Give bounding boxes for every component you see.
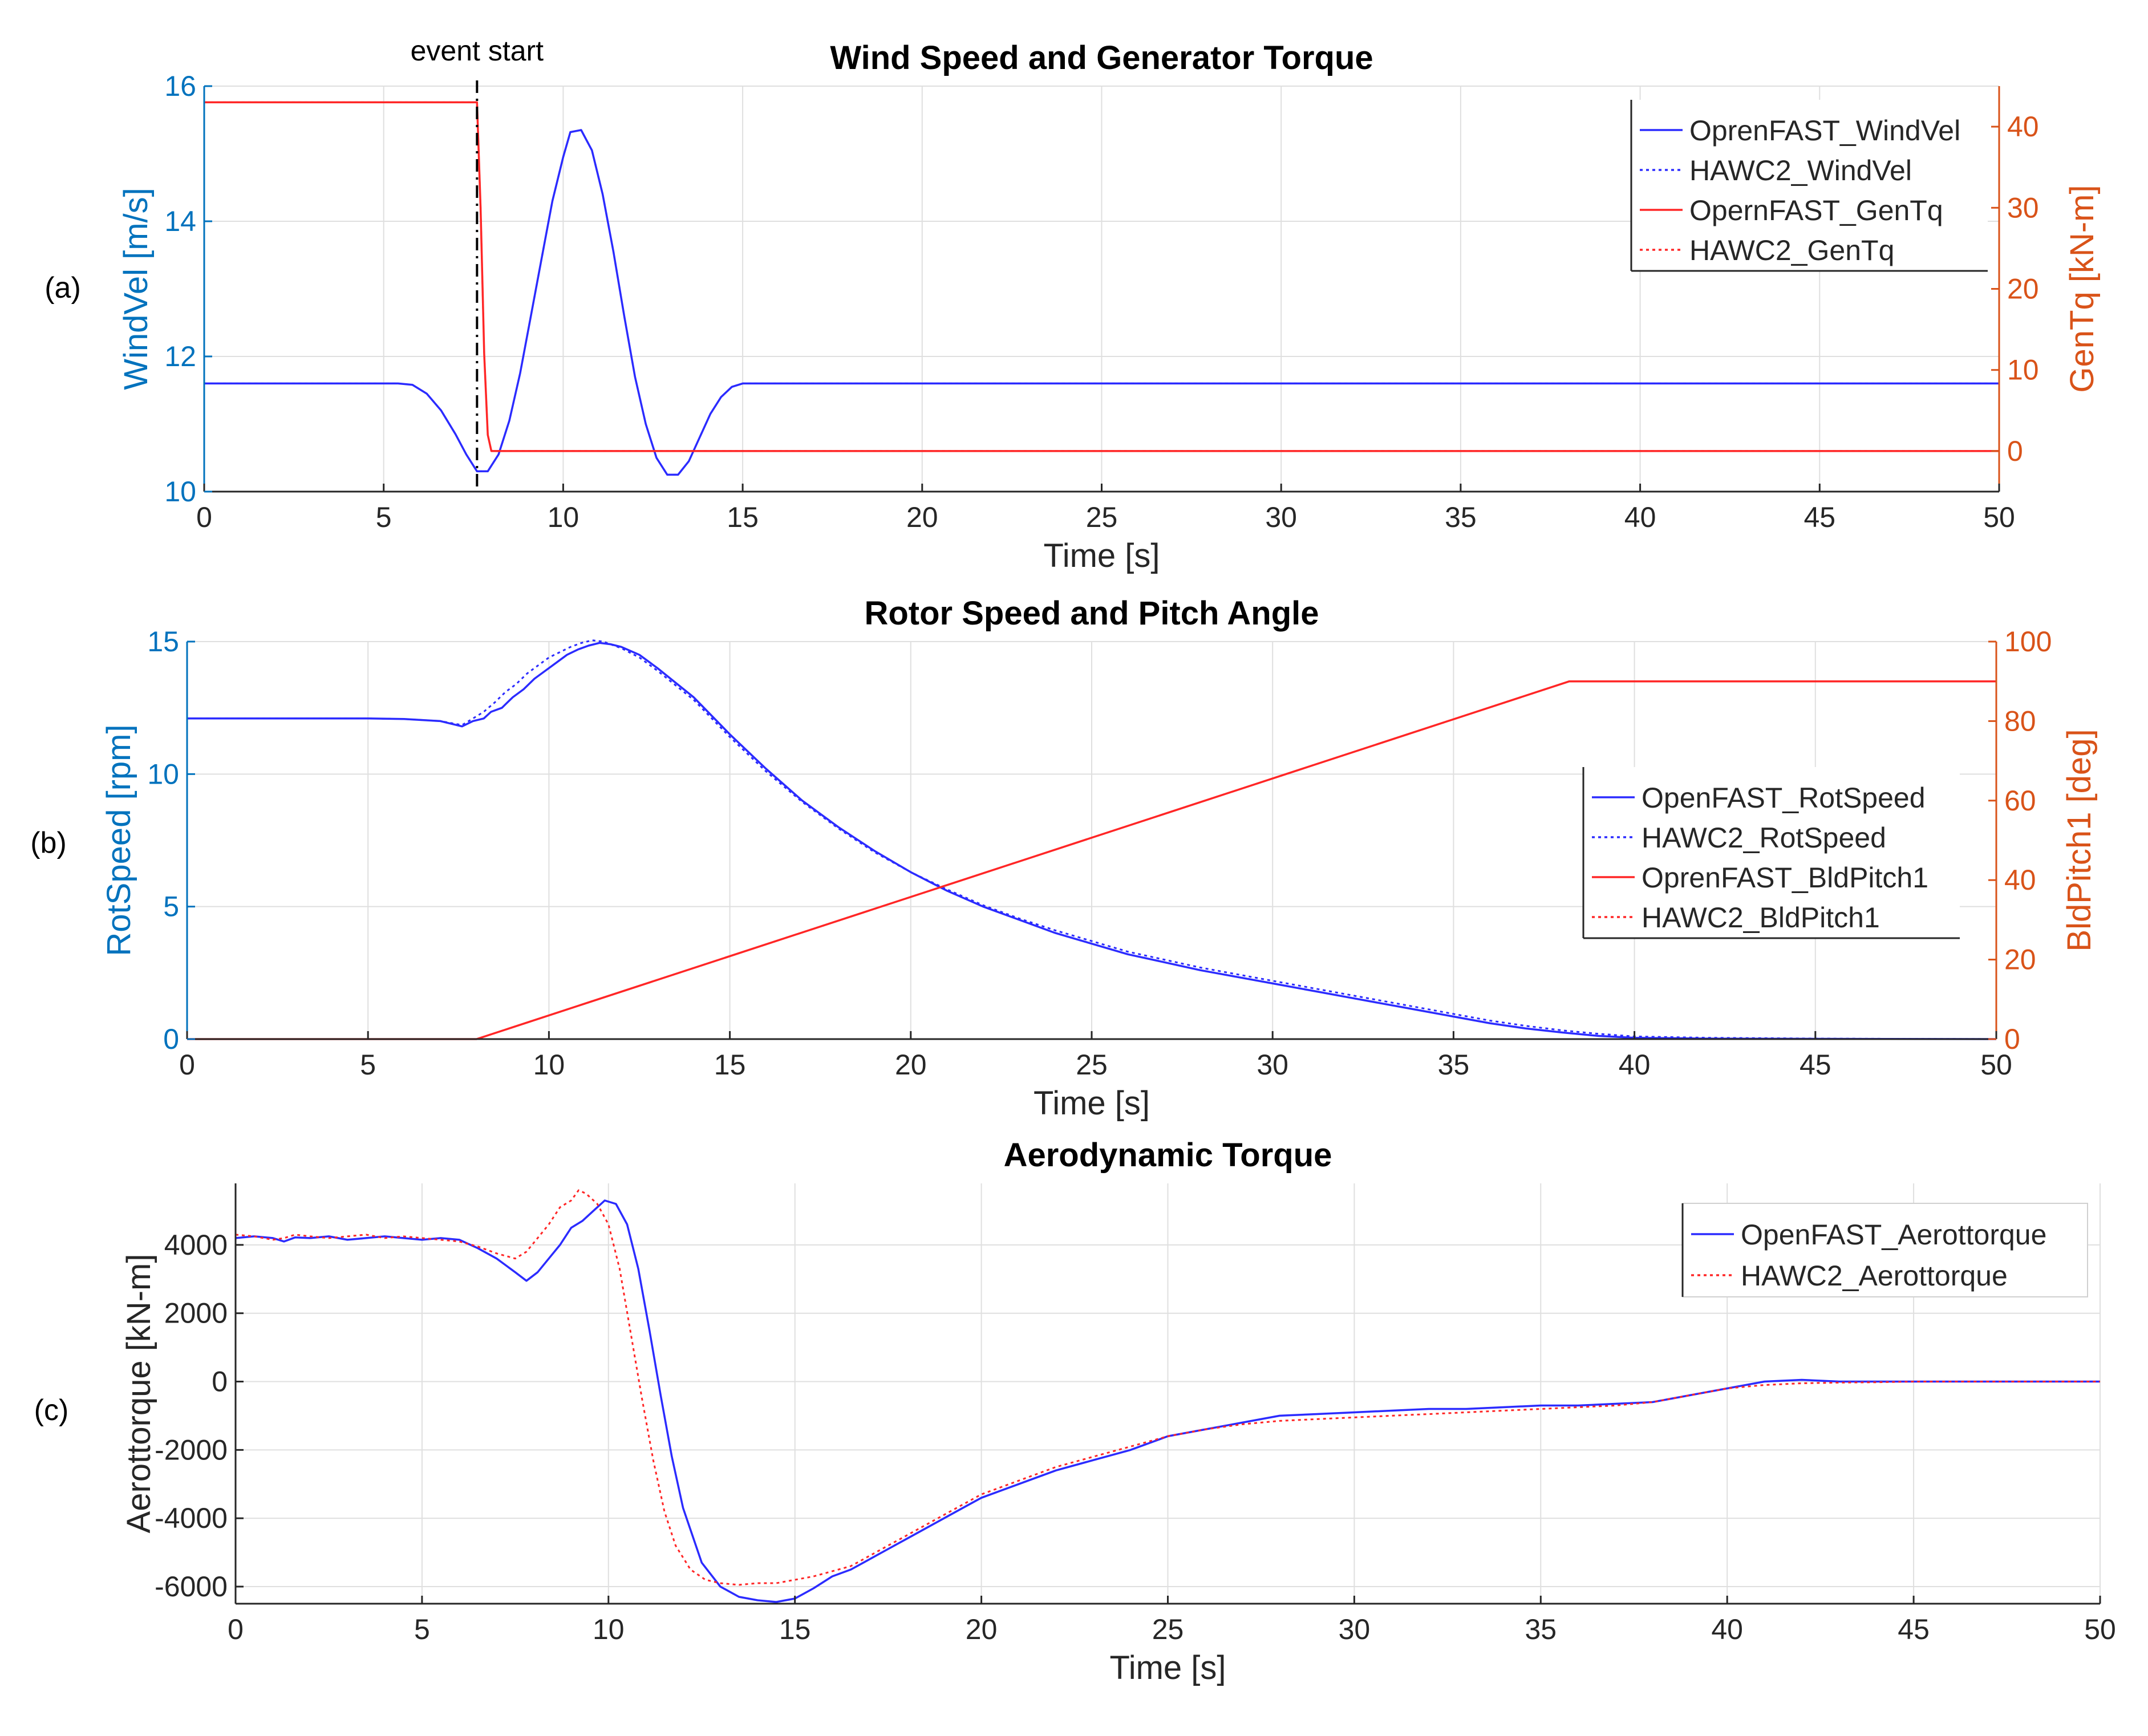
x-tick-label: 35 bbox=[1438, 1049, 1470, 1081]
y-tick-right-label: 10 bbox=[2007, 354, 2039, 386]
panel-label: (b) bbox=[30, 826, 67, 859]
x-tick-label: 20 bbox=[906, 501, 938, 533]
x-tick-label: 40 bbox=[1619, 1049, 1651, 1081]
y-tick-label: 12 bbox=[164, 340, 196, 372]
x-tick-label: 15 bbox=[714, 1049, 746, 1081]
chart-title: Wind Speed and Generator Torque bbox=[830, 39, 1373, 76]
y-tick-right-label: 40 bbox=[2004, 864, 2036, 896]
x-tick-label: 10 bbox=[548, 501, 579, 533]
x-tick-label: 40 bbox=[1711, 1613, 1743, 1645]
x-tick-label: 0 bbox=[196, 501, 212, 533]
x-tick-label: 45 bbox=[1898, 1613, 1930, 1645]
x-tick-label: 0 bbox=[228, 1613, 244, 1645]
legend-entry-HAWC2_GenTq: HAWC2_GenTq bbox=[1689, 234, 1894, 266]
y-tick-label: 4000 bbox=[164, 1229, 228, 1261]
y-axis-right-label: BldPitch1 [deg] bbox=[2061, 729, 2098, 951]
x-tick-label: 50 bbox=[2084, 1613, 2116, 1645]
x-tick-label: 25 bbox=[1076, 1049, 1108, 1081]
legend-box bbox=[1631, 100, 1988, 271]
y-tick-label: 14 bbox=[164, 205, 196, 237]
chart-panel-1: event start 0 5 10 15 20 25 30 35 40 45 50 10 12 14 16 0… bbox=[44, 35, 2101, 574]
legend-box bbox=[1682, 1203, 2088, 1297]
y-tick-label: 10 bbox=[164, 476, 196, 508]
legend-entry-OpenFAST_Aerottorque: OpenFAST_Aerottorque bbox=[1741, 1219, 2046, 1251]
x-tick-label: 20 bbox=[895, 1049, 927, 1081]
x-axis-label: Time [s] bbox=[1109, 1649, 1226, 1686]
y-tick-label: -2000 bbox=[155, 1434, 228, 1466]
x-tick-label: 45 bbox=[1800, 1049, 1831, 1081]
y-tick-label: 10 bbox=[147, 758, 179, 790]
y-tick-right-label: 80 bbox=[2004, 705, 2036, 737]
x-tick-label: 10 bbox=[593, 1613, 625, 1645]
y-tick-label: 5 bbox=[163, 891, 179, 923]
x-tick-label: 35 bbox=[1445, 501, 1477, 533]
y-axis-right-label: GenTq [kN-m] bbox=[2064, 185, 2101, 392]
panel-label: (a) bbox=[44, 271, 81, 305]
legend-entry-HAWC2_WindVel: HAWC2_WindVel bbox=[1689, 155, 1912, 186]
x-tick-label: 35 bbox=[1525, 1613, 1557, 1645]
y-tick-label: 16 bbox=[164, 70, 196, 102]
y-tick-label: -4000 bbox=[155, 1502, 228, 1534]
x-tick-label: 15 bbox=[727, 501, 759, 533]
chart-panel-2: 0 5 10 15 20 25 30 35 40 45 50051015020406080100Ro… bbox=[30, 595, 2098, 1122]
legend-entry-HAWC2_RotSpeed: HAWC2_RotSpeed bbox=[1642, 822, 1886, 854]
x-tick-label: 15 bbox=[779, 1613, 811, 1645]
legend-box bbox=[1583, 767, 1960, 938]
y-tick-right-label: 30 bbox=[2007, 192, 2039, 224]
y-tick-right-label: 0 bbox=[2004, 1023, 2020, 1055]
x-tick-label: 20 bbox=[966, 1613, 998, 1645]
series-HAWC2_RotSpeed bbox=[187, 639, 1996, 1040]
x-tick-label: 30 bbox=[1339, 1613, 1371, 1645]
legend-entry-OpenFAST_RotSpeed: OpenFAST_RotSpeed bbox=[1642, 782, 1926, 814]
y-tick-right-label: 20 bbox=[2004, 944, 2036, 976]
y-tick-label: 15 bbox=[147, 626, 179, 658]
chart-title: Rotor Speed and Pitch Angle bbox=[864, 595, 1319, 632]
y-tick-right-label: 40 bbox=[2007, 111, 2039, 143]
chart-title: Aerodynamic Torque bbox=[1004, 1137, 1332, 1174]
x-tick-label: 50 bbox=[1983, 501, 2015, 533]
x-tick-label: 30 bbox=[1265, 501, 1297, 533]
legend-entry-HAWC2_Aerottorque: HAWC2_Aerottorque bbox=[1741, 1260, 2008, 1292]
x-tick-label: 25 bbox=[1086, 501, 1118, 533]
legend-entry-OprenFAST_WindVel: OprenFAST_WindVel bbox=[1689, 115, 1960, 147]
series-HAWC2_WindVel bbox=[204, 129, 1999, 476]
y-tick-label: 0 bbox=[212, 1366, 228, 1398]
event-start-label: event start bbox=[411, 35, 544, 67]
x-tick-label: 5 bbox=[376, 501, 392, 533]
x-tick-label: 0 bbox=[179, 1049, 195, 1081]
x-tick-label: 5 bbox=[360, 1049, 376, 1081]
legend-entry-OpernFAST_GenTq: OpernFAST_GenTq bbox=[1689, 194, 1943, 226]
chart-panel-3: 0 5 10 15 20 25 30 35 40 45 50 -6000 -4000 -2000 0 2000… bbox=[34, 1137, 2116, 1686]
y-tick-right-label: 60 bbox=[2004, 785, 2036, 817]
y-tick-label: -6000 bbox=[155, 1571, 228, 1603]
x-tick-label: 10 bbox=[533, 1049, 565, 1081]
series-HAWC2_GenTq bbox=[204, 101, 1999, 452]
x-tick-label: 30 bbox=[1257, 1049, 1288, 1081]
legend: OprenFAST_WindVel HAWC2_WindVel OpernFAST_… bbox=[1630, 100, 1988, 272]
legend-entry-HAWC2_BldPitch1: HAWC2_BldPitch1 bbox=[1642, 902, 1880, 934]
y-tick-right-label: 100 bbox=[2004, 626, 2052, 658]
y-axis-label: WindVel [m/s] bbox=[117, 188, 155, 390]
y-tick-right-label: 20 bbox=[2007, 273, 2039, 305]
series-OpenFAST_RotSpeed bbox=[187, 642, 1996, 1040]
x-tick-label: 25 bbox=[1152, 1613, 1184, 1645]
legend-entry-OprenFAST_BldPitch1: OprenFAST_BldPitch1 bbox=[1642, 862, 1928, 894]
x-tick-label: 50 bbox=[1980, 1049, 2012, 1081]
y-tick-label: 2000 bbox=[164, 1297, 228, 1329]
x-axis-label: Time [s] bbox=[1034, 1085, 1150, 1122]
x-tick-label: 5 bbox=[414, 1613, 430, 1645]
y-axis-label: Aerottorque [kN-m] bbox=[120, 1254, 157, 1534]
x-tick-label: 45 bbox=[1803, 501, 1835, 533]
y-axis-label: RotSpeed [rpm] bbox=[100, 724, 137, 956]
y-tick-label: 0 bbox=[163, 1023, 179, 1055]
x-axis-label: Time [s] bbox=[1043, 537, 1160, 574]
y-tick-right-label: 0 bbox=[2007, 435, 2023, 467]
panel-label: (c) bbox=[34, 1394, 69, 1427]
legend: OpenFAST_RotSpeed HAWC2_RotSpeed OprenFAST… bbox=[1582, 767, 1960, 939]
legend: OpenFAST_Aerottorque HAWC2_Aerottorque bbox=[1681, 1203, 2088, 1297]
x-tick-label: 40 bbox=[1624, 501, 1656, 533]
